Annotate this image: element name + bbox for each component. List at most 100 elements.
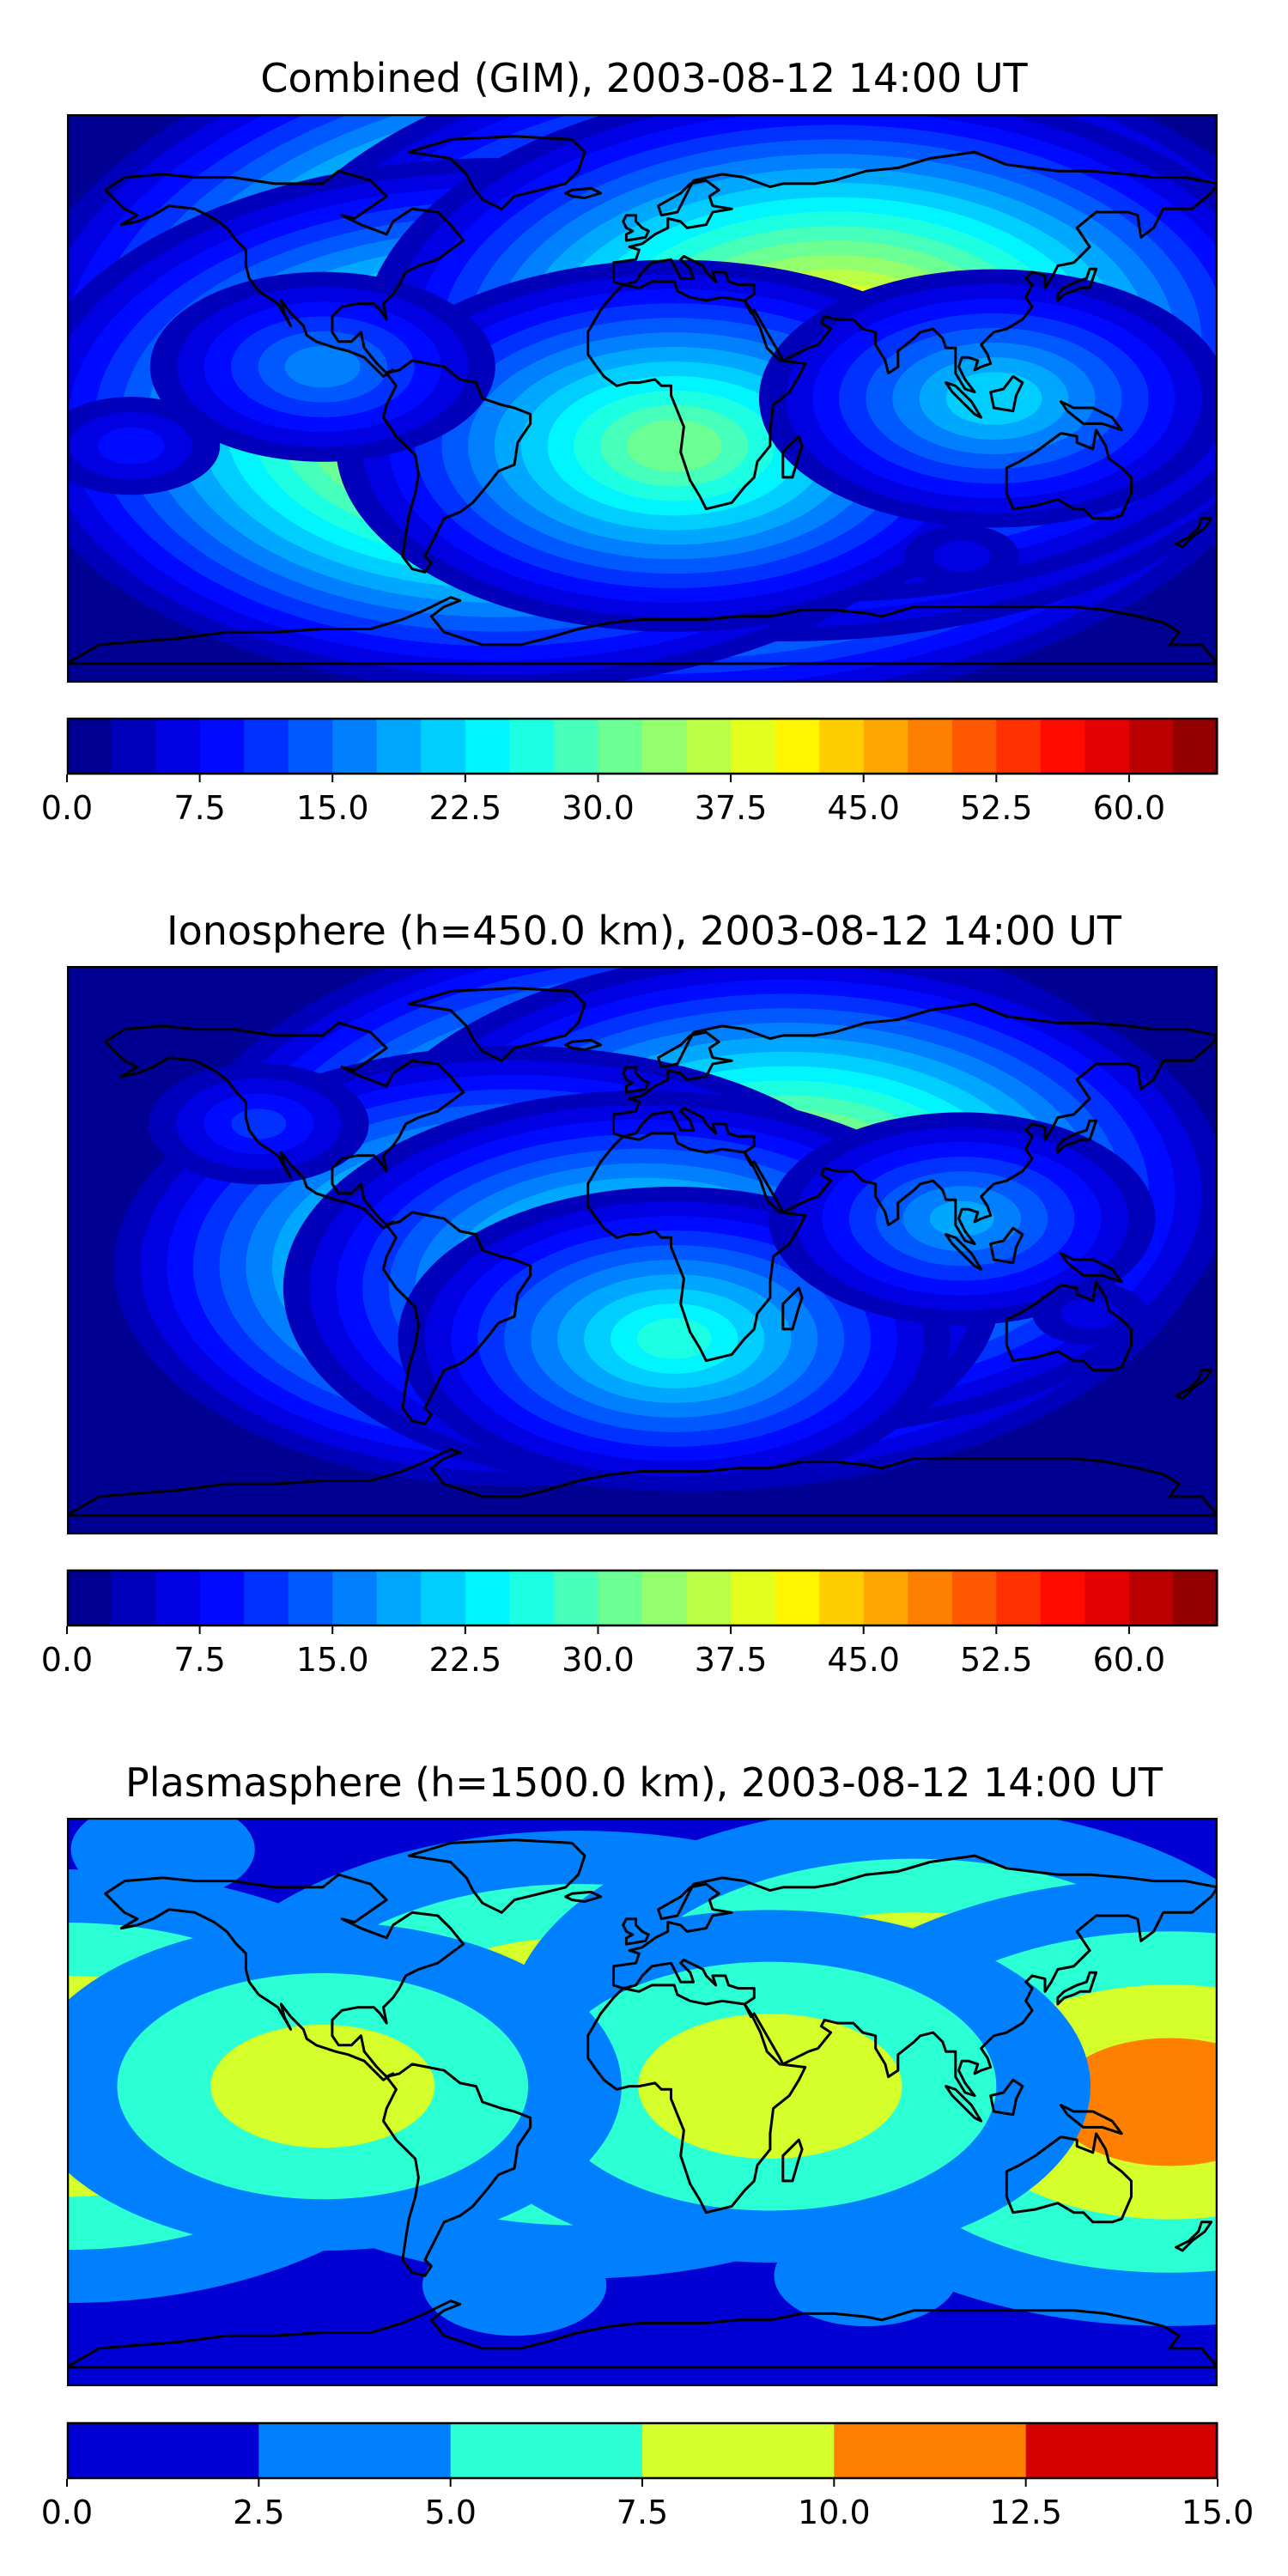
coastline-japan bbox=[1056, 267, 1098, 302]
plasmasphere-tec-map bbox=[67, 1818, 1218, 2386]
ionosphere-colorbar: 0.0 7.5 15.0 22.5 30.0 37.5 45.0 52.5 60.0 bbox=[41, 1569, 1218, 1679]
colorbar-tick-label: 22.5 bbox=[429, 789, 502, 827]
contour-band-4-25 bbox=[636, 1318, 712, 1359]
colorbar-tick-label: 12.5 bbox=[989, 2494, 1062, 2531]
colorbar-tick-label: 15.0 bbox=[296, 789, 369, 827]
coastline-new-guinea bbox=[1060, 2104, 1123, 2136]
colorbar-swatch-9 bbox=[465, 718, 510, 775]
colorbar-swatch-24 bbox=[1128, 1570, 1175, 1626]
colorbar-swatch-0 bbox=[67, 1570, 112, 1626]
coastline-japan bbox=[1056, 1971, 1098, 2006]
colorbar-swatch-7 bbox=[376, 1570, 422, 1626]
colorbar-swatch-0 bbox=[67, 718, 112, 775]
coastline-sumatra bbox=[945, 2085, 983, 2123]
colorbar-tick-label: 45.0 bbox=[827, 1641, 900, 1679]
colorbar-swatch-3 bbox=[642, 2422, 835, 2479]
coastline-north-america bbox=[104, 1873, 465, 2081]
colorbar-tick-label: 15.0 bbox=[296, 1641, 369, 1679]
colorbar-swatch-3 bbox=[199, 718, 245, 775]
coastline-sumatra bbox=[945, 381, 983, 419]
coastline-uk bbox=[622, 214, 650, 242]
panel-title-plasmasphere: Plasmasphere (h=1500.0 km), 2003-08-12 1… bbox=[125, 1759, 1163, 1806]
coastline-australia bbox=[1005, 428, 1133, 520]
colorbar-swatch-12 bbox=[598, 1570, 643, 1626]
coastline-new-zealand bbox=[1175, 517, 1213, 549]
coastline-sumatra bbox=[945, 1233, 983, 1271]
colorbar-tick-label: 0.0 bbox=[41, 789, 93, 827]
colorbar-swatch-18 bbox=[863, 1570, 908, 1626]
colorbar-tick-label: 52.5 bbox=[960, 789, 1033, 827]
colorbar-swatch-1 bbox=[258, 2422, 452, 2479]
contour-band-7-7_5 bbox=[97, 427, 165, 465]
contour-band-4-30 bbox=[626, 419, 722, 472]
coastline-africa bbox=[586, 280, 807, 511]
contour-band-6-2_5 bbox=[70, 1818, 255, 1900]
coastline-greenland bbox=[407, 1838, 586, 1914]
contour-band-7-5 bbox=[1060, 1297, 1119, 1329]
colorbar-tick-label: 7.5 bbox=[173, 1641, 225, 1679]
colorbar-swatch-11 bbox=[553, 1570, 599, 1626]
colorbar-frame bbox=[66, 2421, 1218, 2480]
coastline-new-zealand bbox=[1175, 1369, 1213, 1400]
colorbar-tick-label: 0.0 bbox=[41, 2494, 93, 2531]
colorbar-swatch-13 bbox=[642, 718, 688, 775]
colorbar-tick-label: 37.5 bbox=[695, 789, 768, 827]
contour-band-5-17_5 bbox=[929, 1200, 994, 1236]
coastline-south-america bbox=[382, 2063, 532, 2277]
coastline-greenland bbox=[407, 135, 586, 210]
colorbar-swatch-17 bbox=[819, 718, 865, 775]
colorbar-swatch-23 bbox=[1084, 1570, 1130, 1626]
colorbar-tick-label: 2.5 bbox=[233, 2494, 284, 2531]
coastline-south-america bbox=[382, 359, 532, 574]
colorbar-swatch-1 bbox=[111, 718, 156, 775]
colorbar-swatch-16 bbox=[775, 718, 820, 775]
colorbar-tick-label: 7.5 bbox=[617, 2494, 668, 2531]
colorbar-swatch-1 bbox=[111, 1570, 156, 1626]
coastline-new-guinea bbox=[1060, 400, 1123, 432]
colorbar-swatch-2 bbox=[155, 718, 201, 775]
colorbar-swatch-13 bbox=[642, 1570, 688, 1626]
coastline-new-guinea bbox=[1060, 1252, 1123, 1284]
colorbar-swatch-22 bbox=[1040, 1570, 1085, 1626]
coastline-uk bbox=[622, 1917, 650, 1946]
colorbar-swatch-8 bbox=[421, 718, 466, 775]
contour-band-7-2_5 bbox=[422, 2234, 607, 2336]
colorbar-swatch-20 bbox=[951, 718, 997, 775]
colorbar-swatch-2 bbox=[450, 2422, 643, 2479]
coastline-borneo bbox=[989, 1226, 1024, 1265]
colorbar-swatch-5 bbox=[288, 1570, 333, 1626]
contour-band-5-7_5 bbox=[210, 2024, 435, 2148]
colorbar-tick-label: 30.0 bbox=[562, 789, 635, 827]
colorbar-frame bbox=[66, 717, 1218, 775]
colorbar-tick-label: 60.0 bbox=[1093, 789, 1166, 827]
coastline-south-america bbox=[382, 1211, 532, 1425]
colorbar-tick-label: 45.0 bbox=[827, 789, 900, 827]
colorbar-swatch-21 bbox=[996, 1570, 1042, 1626]
ionosphere-tec-map bbox=[67, 966, 1218, 1534]
colorbar-tick-label: 10.0 bbox=[798, 2494, 871, 2531]
colorbar-swatch-23 bbox=[1084, 718, 1130, 775]
map-frame bbox=[67, 114, 1218, 683]
colorbar-swatch-19 bbox=[908, 1570, 953, 1626]
colorbar-tick-label: 60.0 bbox=[1093, 1641, 1166, 1679]
coastline-greenland bbox=[407, 987, 586, 1062]
colorbar-swatch-15 bbox=[731, 718, 776, 775]
coastline-madagascar bbox=[781, 2138, 804, 2183]
colorbar-tick-label: 15.0 bbox=[1182, 2494, 1255, 2531]
colorbar-swatch-19 bbox=[908, 718, 953, 775]
colorbar-tick-label: 5.0 bbox=[424, 2494, 476, 2531]
colorbar-swatch-25 bbox=[1173, 718, 1218, 775]
colorbar-swatch-3 bbox=[199, 1570, 245, 1626]
colorbar-swatch-14 bbox=[686, 1570, 732, 1626]
contour-band-6-10 bbox=[231, 1109, 287, 1139]
coastline-iceland bbox=[564, 1038, 603, 1051]
colorbar-swatch-18 bbox=[863, 718, 908, 775]
coastline-iceland bbox=[564, 186, 603, 199]
colorbar-swatch-10 bbox=[509, 718, 555, 775]
coastline-borneo bbox=[989, 374, 1024, 413]
colorbar-tick-label: 37.5 bbox=[695, 1641, 768, 1679]
colorbar-swatch-6 bbox=[332, 718, 378, 775]
colorbar-swatch-9 bbox=[465, 1570, 510, 1626]
contour-band-8-2_5 bbox=[774, 2225, 958, 2327]
coastline-antarctica bbox=[67, 1448, 1218, 1517]
